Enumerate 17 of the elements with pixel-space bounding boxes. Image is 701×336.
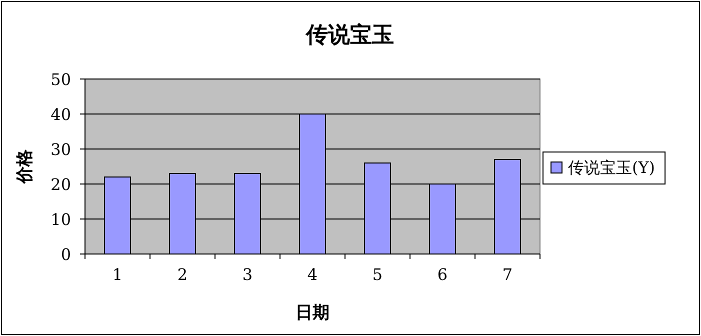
- chart-title: 传说宝玉: [305, 22, 394, 48]
- x-axis-title: 日期: [296, 303, 330, 323]
- x-tick-label: 4: [307, 265, 318, 284]
- x-tick-label: 6: [437, 265, 448, 284]
- y-tick-label: 30: [50, 140, 71, 159]
- x-tick-label: 3: [242, 265, 253, 284]
- y-tick-label: 40: [50, 105, 71, 124]
- x-tick-label: 5: [372, 265, 383, 284]
- y-tick-label: 50: [50, 70, 71, 89]
- x-tick-label: 2: [177, 265, 188, 284]
- x-tick-label: 1: [112, 265, 123, 284]
- y-axis-title: 价格: [15, 148, 35, 184]
- y-tick-label: 20: [50, 175, 71, 194]
- y-tick-label: 10: [50, 210, 71, 229]
- x-tick-label: 7: [502, 265, 513, 284]
- y-tick-label: 0: [60, 245, 71, 264]
- legend-label: 传说宝玉(Y): [568, 158, 656, 177]
